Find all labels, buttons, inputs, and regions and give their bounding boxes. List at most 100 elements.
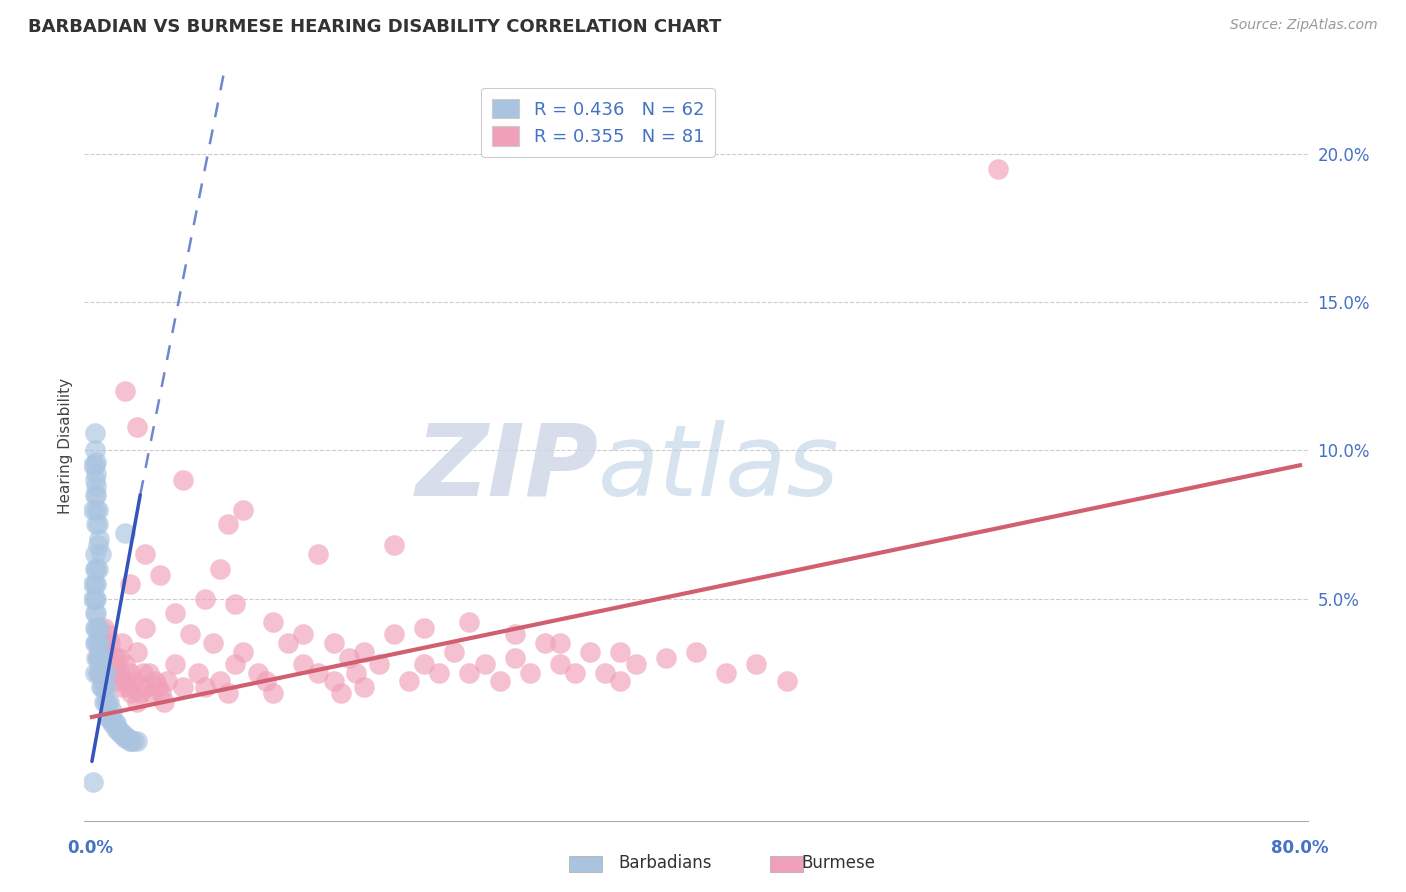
Point (118, 733, 141, 747)
Point (292, 627, 315, 641)
Point (307, 547, 329, 561)
Point (129, 686, 152, 700)
Point (84, 425, 107, 440)
Point (111, 681, 134, 695)
Point (609, 645, 631, 659)
Text: Source: ZipAtlas.com: Source: ZipAtlas.com (1230, 18, 1378, 32)
Point (86, 479, 108, 493)
Point (624, 657, 647, 671)
Point (564, 665, 586, 680)
Point (108, 650, 131, 665)
Point (86, 455, 108, 469)
Point (87, 562, 110, 576)
Point (84, 636, 107, 650)
Point (84, 576, 107, 591)
Point (111, 636, 134, 650)
Point (135, 681, 157, 695)
Point (84, 607, 107, 621)
Point (112, 728, 135, 742)
Point (114, 526, 136, 541)
Point (108, 665, 131, 680)
Point (105, 674, 128, 689)
Point (90, 665, 112, 680)
Text: BARBADIAN VS BURMESE HEARING DISABILITY CORRELATION CHART: BARBADIAN VS BURMESE HEARING DISABILITY … (28, 18, 721, 36)
Point (127, 695, 149, 709)
Point (89, 636, 111, 650)
Point (91, 650, 114, 665)
Point (232, 502, 254, 516)
Point (134, 621, 156, 635)
Point (163, 657, 186, 671)
Point (94, 681, 117, 695)
Point (398, 674, 420, 689)
Point (337, 650, 360, 665)
Point (101, 715, 124, 730)
Point (413, 621, 436, 635)
Point (87, 538, 110, 552)
Point (132, 665, 155, 680)
Point (86, 562, 108, 576)
Point (90, 650, 112, 665)
Point (714, 665, 737, 680)
Point (232, 645, 254, 659)
Point (90, 657, 112, 671)
Point (97, 695, 120, 709)
Point (114, 384, 136, 399)
Point (87, 502, 110, 516)
Point (458, 615, 481, 630)
Point (179, 627, 201, 641)
Point (987, 162, 1010, 177)
Point (105, 722, 128, 736)
Point (84, 443, 107, 458)
Point (344, 665, 367, 680)
Point (86, 576, 108, 591)
Point (90, 681, 112, 695)
Point (89, 533, 111, 547)
Text: ZIP: ZIP (415, 420, 598, 517)
Point (382, 627, 405, 641)
Point (413, 657, 436, 671)
Point (97, 710, 120, 724)
Point (84, 547, 107, 561)
Point (143, 674, 166, 689)
Point (474, 657, 496, 671)
Point (353, 681, 375, 695)
Point (111, 728, 134, 742)
Point (101, 665, 124, 680)
Point (353, 645, 375, 659)
Point (201, 636, 224, 650)
Point (87, 621, 110, 635)
Point (367, 657, 389, 671)
Point (217, 517, 239, 532)
Point (120, 733, 142, 747)
Text: 0.0%: 0.0% (67, 839, 114, 857)
Point (503, 627, 526, 641)
Point (277, 636, 299, 650)
Point (217, 686, 239, 700)
Point (443, 645, 465, 659)
Point (150, 686, 173, 700)
Point (86, 650, 108, 665)
Point (86, 591, 108, 606)
Point (86, 621, 108, 635)
Point (458, 665, 481, 680)
Point (108, 724, 131, 739)
Point (153, 695, 176, 709)
Point (247, 665, 270, 680)
Point (775, 674, 797, 689)
Point (82, 775, 104, 789)
Point (427, 665, 450, 680)
Point (100, 704, 122, 718)
Point (100, 715, 122, 730)
Point (90, 547, 112, 561)
Point (138, 665, 160, 680)
Point (91, 681, 114, 695)
Point (595, 665, 617, 680)
Point (84, 488, 107, 502)
Point (84, 591, 107, 606)
Point (534, 636, 557, 650)
Point (224, 657, 246, 671)
Point (163, 607, 186, 621)
Point (330, 686, 353, 700)
Point (209, 562, 232, 576)
